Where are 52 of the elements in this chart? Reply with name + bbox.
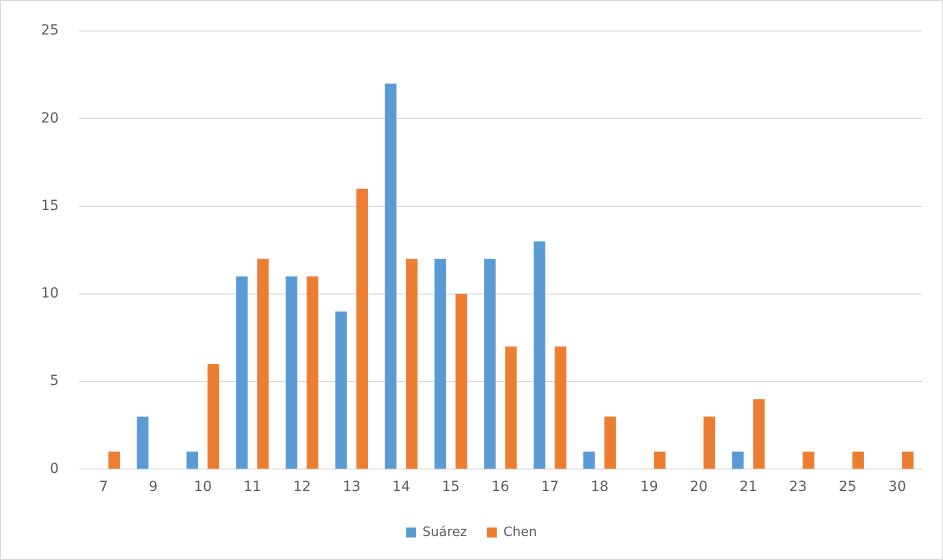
bar [208, 364, 220, 469]
x-tick-label: 9 [148, 479, 158, 496]
y-tick-label: 15 [40, 198, 59, 214]
bar [434, 258, 446, 469]
y-tick-label: 20 [40, 110, 59, 126]
bar [306, 276, 318, 469]
bar [505, 346, 517, 469]
bar [583, 452, 595, 469]
y-tick-label: 0 [50, 460, 59, 477]
x-tick-label: 30 [888, 479, 906, 496]
bar [753, 399, 765, 469]
x-tick-label: 20 [690, 479, 708, 496]
bar [406, 258, 418, 469]
bar [356, 188, 368, 469]
bar [384, 84, 396, 469]
bar [335, 311, 347, 469]
y-tick-label: 10 [40, 286, 59, 302]
bar [732, 452, 744, 469]
x-tick-label: 25 [838, 479, 857, 496]
x-tick-label: 11 [243, 479, 262, 496]
x-tick-label: 16 [491, 479, 510, 496]
x-tick-label: 7 [99, 479, 108, 496]
bar [257, 258, 269, 469]
bar [554, 346, 566, 469]
bar [236, 276, 248, 469]
bar [852, 452, 864, 469]
bar [902, 452, 914, 469]
y-tick-label: 25 [40, 22, 59, 39]
bar [654, 452, 666, 469]
x-tick-label: 14 [392, 479, 410, 496]
x-tick-label: 15 [442, 479, 460, 496]
x-tick-label: 12 [293, 479, 311, 496]
bar [802, 452, 814, 469]
bar [456, 294, 468, 469]
y-tick-label: 5 [50, 373, 59, 390]
bar [484, 258, 496, 469]
x-tick-label: 13 [342, 479, 361, 496]
x-tick-label: 17 [541, 479, 559, 496]
x-tick-label: 19 [640, 479, 658, 496]
x-tick-label: 21 [739, 479, 758, 496]
bar [108, 452, 120, 469]
legend-label: Suárez [422, 524, 468, 540]
bar [534, 241, 546, 469]
x-tick-label: 10 [194, 479, 212, 496]
bar [604, 416, 616, 469]
legend-label: Chen [503, 524, 537, 540]
bar [136, 416, 148, 469]
x-tick-label: 23 [789, 479, 807, 496]
bar [286, 276, 298, 469]
bar [704, 416, 716, 469]
x-tick-label: 18 [590, 479, 609, 496]
bar [186, 452, 198, 469]
